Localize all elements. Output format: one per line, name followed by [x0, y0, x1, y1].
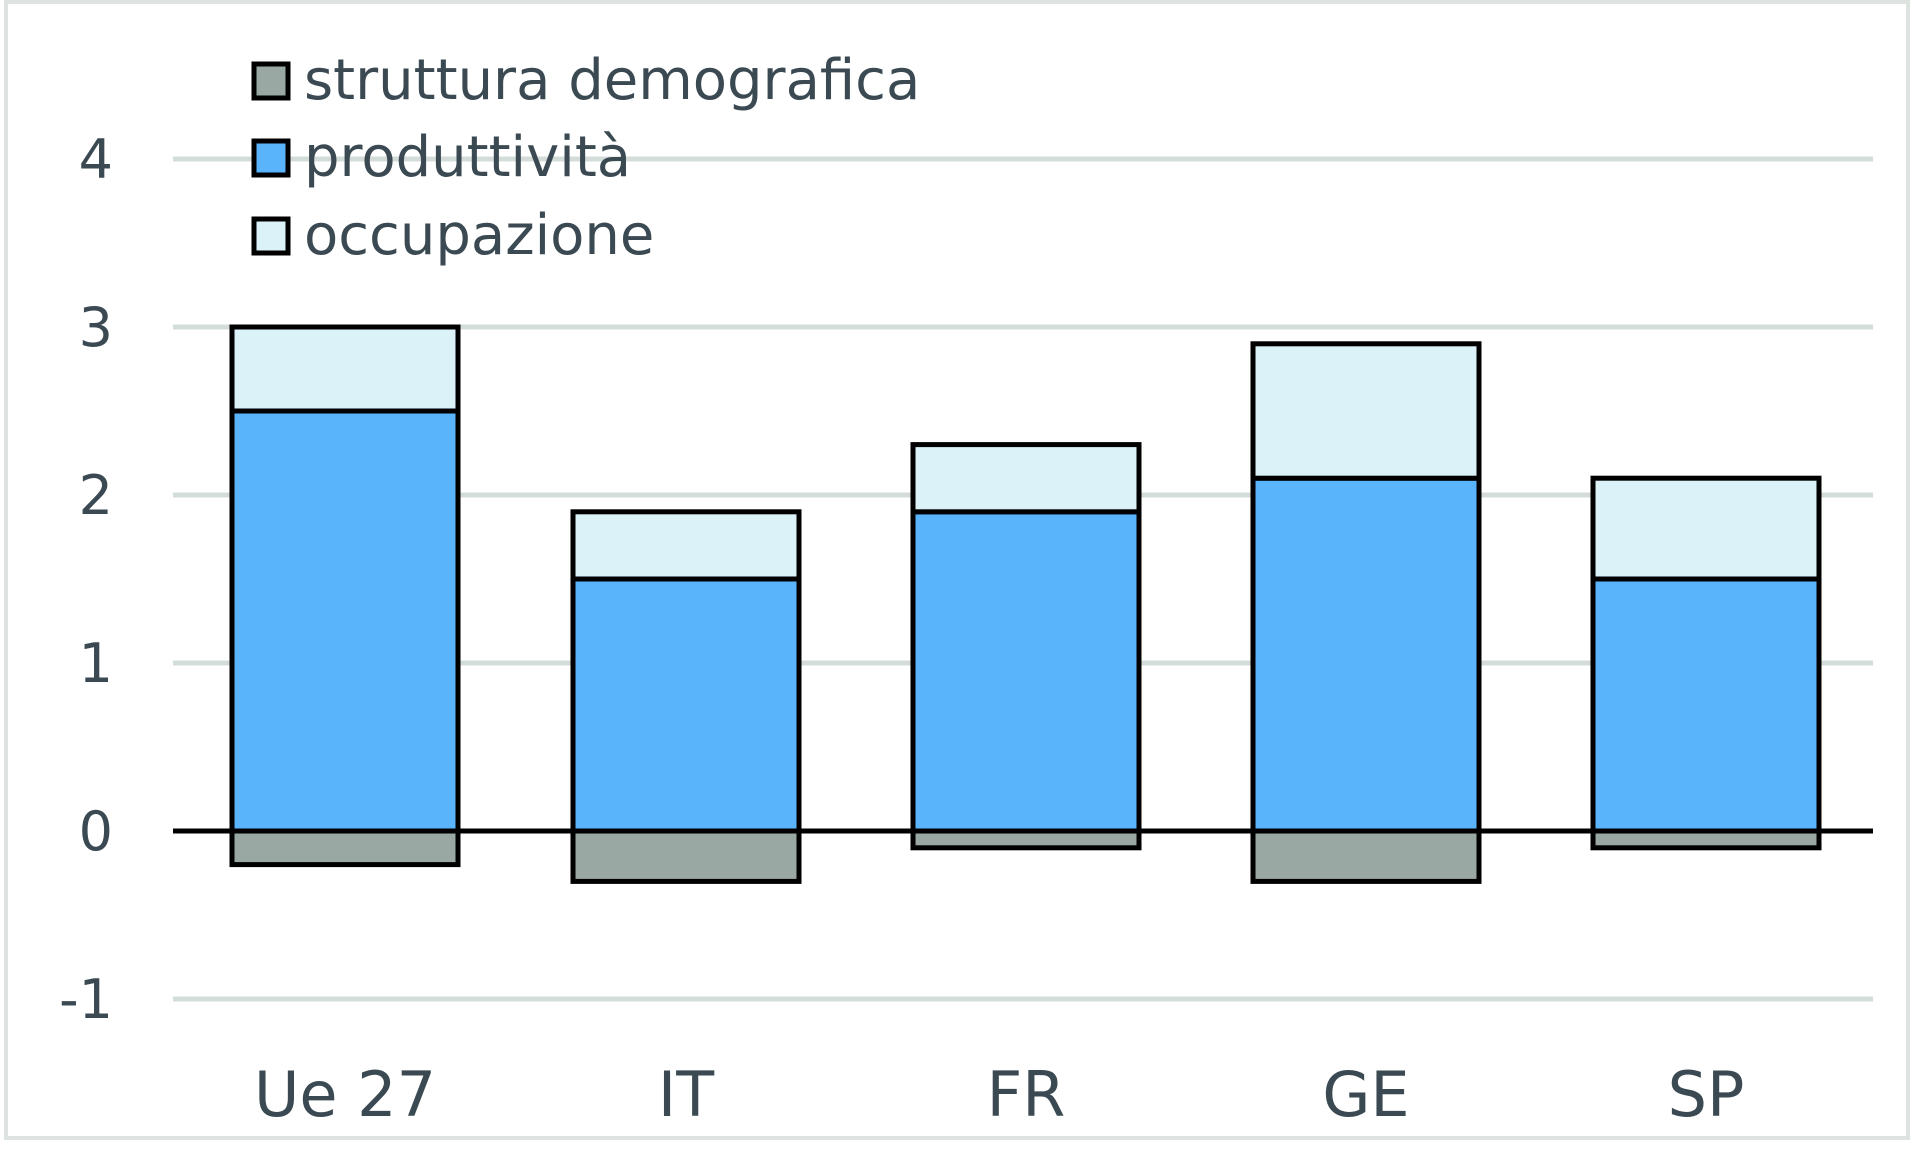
- legend: struttura demografica produttività occupaz…: [251, 48, 920, 268]
- y-tick-label: 2: [79, 464, 113, 527]
- y-axis-ticks: -1 0 1 2 3 4: [59, 128, 113, 1031]
- legend-item: struttura demografica: [251, 48, 920, 113]
- legend-item: produttività: [251, 125, 631, 190]
- stacked-bar-chart: -1 0 1 2 3 4 Ue 27 IT FR GE SP struttura demograf…: [59, 48, 1873, 1131]
- y-tick-label: -1: [59, 968, 113, 1031]
- bar-segment: [229, 324, 461, 414]
- y-tick-label: 1: [79, 632, 113, 695]
- x-category-label: Ue 27: [254, 1058, 436, 1131]
- x-category-label: GE: [1322, 1058, 1409, 1131]
- bar-segment: [1250, 475, 1482, 834]
- y-tick-label: 3: [79, 296, 113, 359]
- bar-segment: [910, 442, 1142, 515]
- y-tick-label: 0: [79, 800, 113, 863]
- x-category-label: SP: [1668, 1058, 1745, 1131]
- bar-segment: [910, 509, 1142, 834]
- bar-segment: [570, 509, 802, 582]
- bar-group: [570, 509, 802, 884]
- bar-group: [229, 324, 461, 868]
- bar-segment: [1590, 828, 1822, 851]
- bars: [229, 324, 1822, 884]
- legend-label: occupazione: [304, 203, 654, 268]
- bar-segment: [570, 828, 802, 884]
- y-tick-label: 4: [79, 128, 113, 191]
- bar-group: [1250, 341, 1482, 884]
- legend-label: produttività: [304, 125, 631, 190]
- bar-group: [1590, 475, 1822, 851]
- legend-swatch: [251, 61, 291, 101]
- legend-swatch: [251, 216, 291, 256]
- x-category-label: FR: [987, 1058, 1066, 1131]
- bar-group: [910, 442, 1142, 851]
- legend-swatch: [251, 138, 291, 178]
- bar-segment: [570, 576, 802, 834]
- bar-segment: [1250, 341, 1482, 481]
- x-category-label: IT: [658, 1058, 715, 1131]
- x-axis-labels: Ue 27 IT FR GE SP: [254, 1058, 1744, 1131]
- legend-label: struttura demografica: [304, 48, 920, 113]
- bar-segment: [1250, 828, 1482, 884]
- bar-segment: [229, 408, 461, 834]
- bar-segment: [229, 828, 461, 868]
- bar-segment: [910, 828, 1142, 851]
- bar-segment: [1590, 475, 1822, 582]
- chart-frame: -1 0 1 2 3 4 Ue 27 IT FR GE SP struttura demograf…: [4, 0, 1910, 1140]
- bar-segment: [1590, 576, 1822, 834]
- legend-item: occupazione: [251, 203, 654, 268]
